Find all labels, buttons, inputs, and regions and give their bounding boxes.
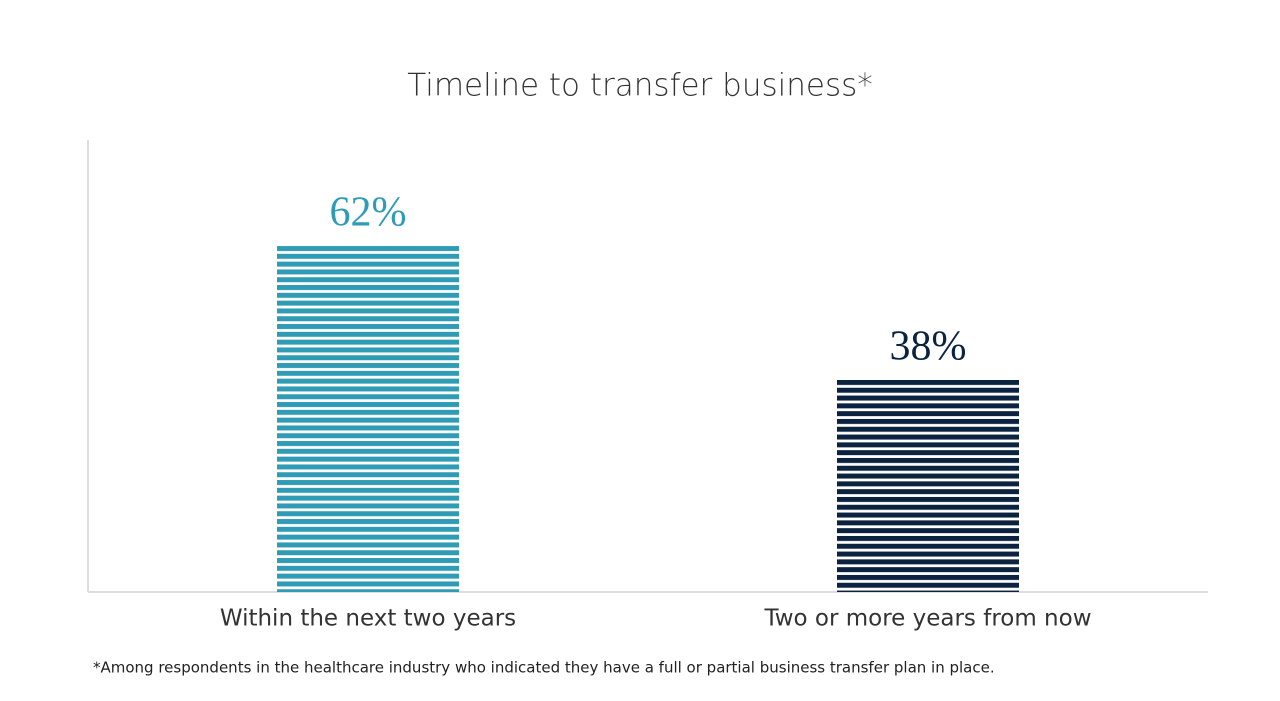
chart-title: Timeline to transfer business* [407, 68, 873, 104]
x-tick-label: Two or more years from now [763, 606, 1091, 632]
bar [837, 379, 1019, 592]
footnote: *Among respondents in the healthcare ind… [93, 659, 995, 677]
value-label: 62% [330, 190, 407, 236]
bar [277, 246, 459, 593]
value-label: 38% [890, 324, 967, 370]
x-tick-label: Within the next two years [220, 606, 516, 632]
